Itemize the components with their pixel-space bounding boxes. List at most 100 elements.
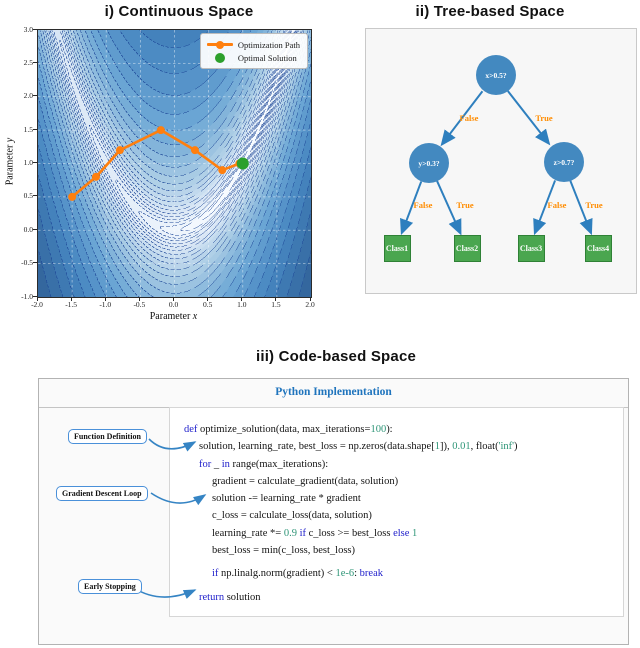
y-tick-label: -1.0 (21, 291, 33, 301)
legend: Optimization Path Optimal Solution (199, 33, 308, 69)
x-tick-label: 0.0 (168, 300, 179, 309)
path-marker (156, 126, 165, 135)
code-literal: 1 (412, 527, 418, 539)
code-text: c_loss = calculate_loss(data, solution) (212, 510, 372, 522)
x-tick-mark (173, 297, 174, 301)
code-text: c_loss >= best_loss (305, 527, 394, 539)
code-text: solution -= learning_rate * gradient (212, 493, 361, 505)
tree-node-left: y>0.3? (409, 143, 449, 183)
edge-label-false: False (413, 200, 433, 210)
legend-item-solution: Optimal Solution (207, 51, 300, 64)
code-text: np.linalg.norm(gradient) < (218, 568, 336, 580)
tree-leaf-class1: Class1 (383, 234, 411, 262)
tree-edges-svg (400, 90, 593, 236)
path-marker (68, 192, 77, 201)
code-text: solution (224, 591, 261, 603)
code-line: learning_rate *= 0.9 if c_loss >= best_l… (170, 525, 623, 542)
y-tick-label: -0.5 (21, 258, 33, 268)
code-literal: 0.9 (283, 527, 297, 539)
y-tick-mark (33, 162, 37, 163)
code-line: gradient = calculate_gradient(data, solu… (170, 473, 623, 490)
y-tick-mark (33, 228, 37, 230)
code-text: range(max_iterations): (229, 458, 329, 470)
code-text: learning_rate *= (212, 527, 284, 539)
code-text: optimize_solution(data, max_iterations= (200, 424, 371, 435)
tree-leaf-class3: Class3 (517, 234, 545, 262)
code-keyword: if (212, 568, 219, 580)
y-tick-label: 1.0 (23, 158, 33, 167)
x-tick-mark (309, 297, 311, 301)
x-tick-label: 1.5 (271, 300, 281, 309)
path-marker (190, 146, 199, 155)
code-keyword: in (221, 458, 230, 470)
code-text: _ (211, 458, 222, 470)
solution-dot-icon (214, 52, 225, 63)
code-line: c_loss = calculate_loss(data, solution) (170, 507, 623, 524)
x-tick-label: 0.5 (202, 300, 213, 309)
tree-leaf-class4: Class4 (584, 234, 612, 262)
annotation-gradient-descent-loop: Gradient Descent Loop (56, 486, 148, 501)
code-text: ): (386, 424, 393, 435)
x-tick-mark (70, 297, 72, 301)
y-tick-mark (33, 61, 37, 63)
code-literal: 0.01 (452, 441, 471, 453)
code-panel: Python Implementation def optimize_solut… (38, 378, 629, 645)
tree-edge (569, 179, 593, 236)
code-line: return solution (170, 589, 623, 606)
y-tick-label: 2.0 (23, 91, 33, 101)
code-keyword: else (393, 527, 410, 539)
code-text: : (354, 568, 360, 580)
tree-diagram-box: x>0.5? y>0.3? z>0.7? Class1 Class2 Class3 Clas… (365, 28, 637, 294)
y-tick-label: 0.0 (23, 224, 33, 234)
tree-leaf-class2: Class2 (453, 234, 481, 262)
code-keyword: return (199, 591, 225, 603)
code-literal: 1e-6 (335, 568, 355, 580)
x-axis-label: Parameter x (149, 311, 198, 322)
y-tick-label: 1.5 (23, 124, 33, 134)
x-tick-mark (138, 297, 140, 301)
optimization-path-overlay (68, 126, 249, 201)
optimal-solution-marker (236, 157, 249, 170)
path-marker (115, 146, 124, 155)
edge-label-true: True (456, 200, 474, 210)
code-lines: def optimize_solution(data, max_iteratio… (170, 421, 623, 606)
legend-label-solution: Optimal Solution (237, 52, 297, 63)
annotation-function-definition: Function Definition (68, 429, 147, 444)
contour-plot-area: Optimization Path Optimal Solution (37, 29, 312, 298)
code-text: best_loss = min(c_loss, best_loss) (212, 545, 356, 557)
y-tick-mark (33, 95, 37, 97)
code-line: def optimize_solution(data, max_iteratio… (170, 421, 623, 438)
edge-label-true: True (535, 113, 553, 123)
x-tick-mark (36, 297, 38, 301)
x-tick-mark (207, 297, 209, 301)
annotation-early-stopping: Early Stopping (78, 579, 142, 594)
edge-label-false: False (547, 200, 567, 210)
y-tick-label: 0.5 (23, 191, 33, 201)
code-literal: 1 (434, 441, 440, 453)
code-text: ]), (439, 441, 453, 453)
code-line: solution -= learning_rate * gradient (170, 490, 623, 507)
x-tick-label: -1.5 (65, 300, 78, 309)
edge-label-true: True (585, 200, 603, 210)
code-keyword: for (199, 458, 212, 470)
code-space-figure: iii) Code-based Space Python Implementat… (0, 340, 640, 648)
tree-edge (507, 90, 551, 146)
x-tick-label: 2.0 (305, 300, 315, 309)
path-line-icon (206, 40, 233, 49)
y-tick-mark (33, 195, 37, 197)
edge-label-false: False (459, 113, 479, 123)
y-tick-mark (33, 128, 37, 130)
x-tick-label: -2.0 (31, 300, 43, 309)
tree-edge (440, 90, 484, 147)
code-block: def optimize_solution(data, max_iteratio… (169, 407, 624, 617)
tree-node-root: x>0.5? (476, 55, 516, 95)
code-line: best_loss = min(c_loss, best_loss) (170, 542, 623, 559)
y-tick-mark (33, 262, 37, 264)
x-tick-label: 1.0 (237, 300, 247, 309)
code-line: solution, learning_rate, best_loss = np.… (170, 438, 623, 455)
tree-edge (400, 181, 423, 236)
optimization-path-line (71, 128, 240, 198)
code-literal: 100 (370, 424, 387, 435)
tree-node-right: z>0.7? (544, 142, 584, 182)
path-marker (92, 172, 101, 181)
